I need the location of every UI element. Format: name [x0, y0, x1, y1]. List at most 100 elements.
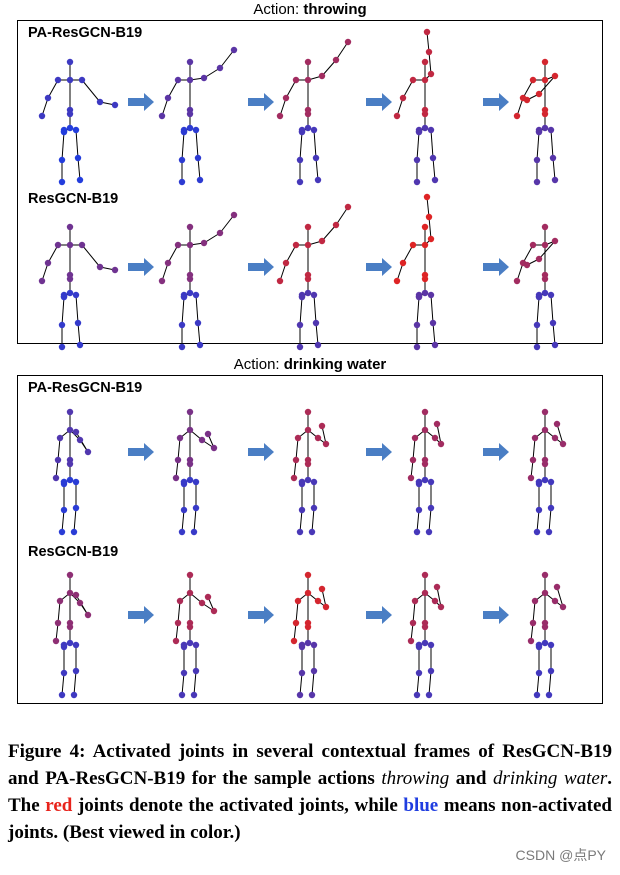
skeleton-joint	[425, 48, 433, 56]
skeleton-joint	[304, 289, 312, 297]
skeleton-joint	[318, 585, 326, 593]
skeleton-joint	[529, 76, 537, 84]
skeleton-joint	[298, 478, 306, 486]
skeleton-joint	[314, 434, 322, 442]
skeleton-joint	[547, 667, 555, 675]
skeleton-joint	[318, 237, 326, 245]
skeleton-joint	[304, 76, 312, 84]
skeleton-joint	[415, 641, 423, 649]
skeleton-joint	[535, 255, 543, 263]
skeleton-joint	[176, 434, 184, 442]
skeleton-joint	[427, 478, 435, 486]
skeleton-joint	[290, 637, 298, 645]
skeleton-joint	[164, 259, 172, 267]
skeleton-joint	[186, 275, 194, 283]
skeleton-bone	[61, 672, 65, 696]
skeleton-joint	[427, 70, 435, 78]
skeleton-joint	[411, 434, 419, 442]
skeleton-joint	[294, 434, 302, 442]
skeleton-joint	[531, 597, 539, 605]
skeleton-bone	[550, 129, 554, 159]
skeleton-joint	[304, 639, 312, 647]
skeleton-bone	[428, 51, 432, 75]
skeleton-joint	[78, 241, 86, 249]
skeleton-joint	[407, 474, 415, 482]
skeleton-joint	[332, 221, 340, 229]
skeleton-joint	[433, 583, 441, 591]
skeleton-joint	[413, 528, 421, 536]
skeleton-frame	[393, 193, 439, 351]
skeleton-joint	[186, 460, 194, 468]
skeleton-joint	[204, 593, 212, 601]
skeleton-frame	[276, 38, 352, 186]
skeleton-joint	[533, 528, 541, 536]
arrow-right-icon	[366, 258, 392, 276]
skeleton-joint	[66, 289, 74, 297]
skeleton-bone	[402, 79, 414, 99]
skeleton-joint	[66, 110, 74, 118]
skeleton-joint	[533, 321, 541, 329]
skeleton-joint	[72, 478, 80, 486]
skeleton-joint	[72, 291, 80, 299]
skeleton-joint	[292, 76, 300, 84]
skeleton-joint	[545, 528, 553, 536]
skeleton-joint	[186, 289, 194, 297]
skeleton-joint	[393, 112, 401, 120]
panel-title-throwing: Action: throwing	[0, 1, 620, 19]
skeleton-joint	[66, 460, 74, 468]
skeleton-bone	[219, 49, 235, 69]
skeleton-joint	[551, 341, 559, 349]
skeleton-bone	[532, 437, 536, 461]
skeleton-joint	[84, 448, 92, 456]
skeleton-bone	[299, 509, 303, 533]
skeleton-joint	[200, 239, 208, 247]
skeleton-joint	[56, 434, 64, 442]
skeleton-joint	[314, 597, 322, 605]
skeleton-joint	[72, 428, 80, 436]
skeleton-joint	[523, 261, 531, 269]
arrow-right-icon	[248, 606, 274, 624]
skeleton-bone	[73, 670, 77, 696]
skeleton-joint	[541, 623, 549, 631]
skeleton-joint	[425, 691, 433, 699]
skeleton-joint	[158, 277, 166, 285]
skeleton-bone	[311, 507, 315, 533]
skeleton-joint	[535, 669, 543, 677]
skeleton-joint	[186, 58, 194, 66]
skeleton-joint	[541, 639, 549, 647]
skeleton-joint	[314, 176, 322, 184]
skeleton-joint	[216, 64, 224, 72]
skeleton-joint	[158, 112, 166, 120]
skeleton-joint	[421, 426, 429, 434]
throwing-panel: PA-ResGCN-B19 ResGCN-B19	[17, 20, 603, 344]
skeleton-joint	[559, 440, 567, 448]
skeleton-bone	[536, 296, 540, 326]
skeleton-joint	[60, 669, 68, 677]
skeleton-joint	[304, 275, 312, 283]
skeleton-joint	[111, 266, 119, 274]
skeleton-joint	[427, 667, 435, 675]
skeleton-joint	[282, 94, 290, 102]
skeleton-joint	[66, 76, 74, 84]
skeleton-joint	[186, 639, 194, 647]
skeleton-joint	[413, 321, 421, 329]
skeleton-bone	[538, 240, 556, 260]
caption-action-throwing: throwing	[381, 768, 450, 789]
skeleton-joint	[310, 291, 318, 299]
skeleton-bone	[430, 129, 434, 159]
skeleton-joint	[58, 528, 66, 536]
skeleton-bone	[315, 157, 319, 181]
skeleton-joint	[541, 476, 549, 484]
arrow-right-icon	[128, 606, 154, 624]
skeleton-joint	[541, 460, 549, 468]
skeleton-joint	[290, 474, 298, 482]
skeleton-bone	[536, 131, 540, 161]
skeleton-joint	[413, 691, 421, 699]
skeleton-joint	[66, 124, 74, 132]
skeleton-joint	[547, 126, 555, 134]
skeleton-joint	[296, 156, 304, 164]
drinking-panel: PA-ResGCN-B19 ResGCN-B19	[17, 375, 603, 704]
skeleton-bone	[167, 79, 179, 99]
skeleton-bone	[177, 437, 181, 461]
skeleton-bone	[416, 672, 420, 696]
